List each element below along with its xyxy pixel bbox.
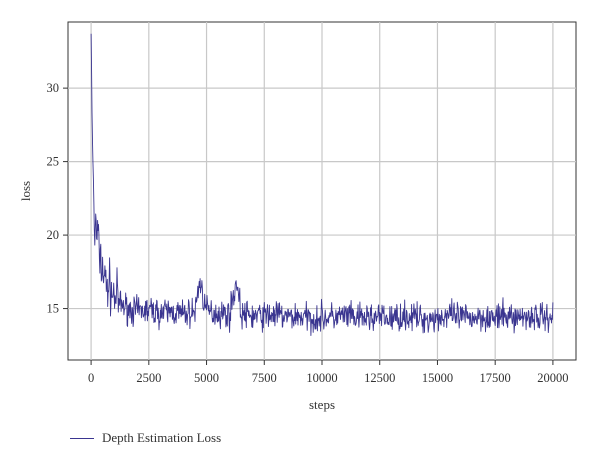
x-tick-label: 10000 [306, 371, 337, 385]
y-axis-ticks: 15 20 25 30 [47, 81, 68, 316]
x-axis-label: steps [309, 397, 335, 412]
x-tick-label: 20000 [537, 371, 568, 385]
x-tick-label: 17500 [480, 371, 511, 385]
y-tick-label: 15 [47, 302, 60, 316]
legend: Depth Estimation Loss [70, 430, 221, 446]
legend-label: Depth Estimation Loss [102, 430, 222, 445]
x-tick-label: 2500 [136, 371, 161, 385]
x-tick-label: 5000 [194, 371, 219, 385]
series-line-depth-estimation-loss [90, 33, 554, 336]
y-tick-label: 30 [47, 81, 60, 95]
y-tick-label: 20 [47, 228, 60, 242]
x-tick-label: 12500 [364, 371, 395, 385]
x-axis-ticks: 0 2500 5000 7500 10000 12500 15000 17500 20000 [88, 360, 569, 385]
legend-swatch [70, 437, 94, 439]
x-tick-label: 0 [88, 371, 94, 385]
x-tick-label: 7500 [252, 371, 277, 385]
y-axis-label: loss [18, 181, 33, 201]
y-tick-label: 25 [47, 155, 60, 169]
loss-chart: 0 2500 5000 7500 10000 12500 15000 17500 20000 1… [18, 21, 577, 412]
series-layer [90, 33, 554, 336]
x-tick-label: 15000 [422, 371, 453, 385]
